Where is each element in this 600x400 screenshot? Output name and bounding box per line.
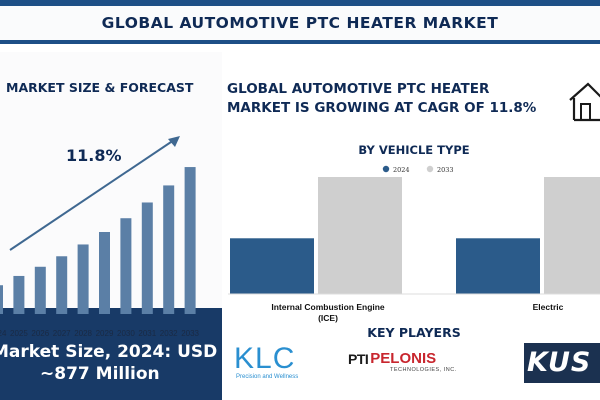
title-banner: GLOBAL AUTOMOTIVE PTC HEATER MARKET xyxy=(0,0,600,44)
forecast-tick-2030: 2030 xyxy=(117,329,135,338)
pelonis-logo: PTI PELONIS TECHNOLOGIES, INC. xyxy=(348,350,457,373)
forecast-bar-2033 xyxy=(184,167,196,314)
growth-rate-label: 11.8% xyxy=(66,146,122,165)
forecast-tick-2032: 2032 xyxy=(160,329,178,338)
forecast-tick-2033: 2033 xyxy=(181,329,199,338)
forecast-tick-2025: 2025 xyxy=(10,329,28,338)
key-players-title: KEY PLAYERS xyxy=(367,325,461,340)
trend-arrow-icon xyxy=(9,139,175,251)
cagr-headline: GLOBAL AUTOMOTIVE PTC HEATER MARKET IS G… xyxy=(227,80,567,118)
forecast-tick-2028: 2028 xyxy=(74,329,92,338)
pti-logo-prefix: PTI xyxy=(348,350,369,367)
forecast-bar-2025 xyxy=(13,275,25,314)
house-icon xyxy=(569,82,600,122)
vehicle-bar-ice-2024 xyxy=(230,238,314,294)
pelonis-logo-name: PELONIS xyxy=(370,350,437,367)
klc-logo-name: KLC xyxy=(234,342,296,375)
cagr-headline-line-1: GLOBAL AUTOMOTIVE PTC HEATER xyxy=(227,81,490,97)
page-title: GLOBAL AUTOMOTIVE PTC HEATER MARKET xyxy=(101,14,499,32)
forecast-tick-2026: 2026 xyxy=(31,329,49,338)
forecast-bar-2024 xyxy=(0,285,3,314)
forecast-bar-2028 xyxy=(77,244,89,314)
kus-logo: KUS xyxy=(524,343,600,383)
klc-logo-tagline: Precision and Wellness xyxy=(236,374,299,380)
forecast-tick-2029: 2029 xyxy=(96,329,114,338)
market-size-line-2: ~877 Million xyxy=(40,364,160,384)
title-accent-bar xyxy=(0,0,600,6)
forecast-tick-2024: 2024 xyxy=(0,329,7,338)
vehicle-category-ice-abbrev: (ICE) xyxy=(318,313,338,323)
trend-arrowhead-icon xyxy=(168,136,180,147)
legend-label-2033: 2033 xyxy=(437,166,454,174)
vehicle-category-ice: Internal Combustion Engine xyxy=(271,302,385,312)
pelonis-logo-tagline: TECHNOLOGIES, INC. xyxy=(390,367,457,373)
forecast-bar-2032 xyxy=(163,185,175,314)
legend-marker-2024 xyxy=(382,165,390,173)
forecast-bar-2026 xyxy=(34,266,46,314)
vehicle-category-electric: Electric xyxy=(533,302,564,312)
forecast-bar-2027 xyxy=(56,256,68,314)
forecast-bar-2030 xyxy=(120,218,132,314)
market-size-line-1: Market Size, 2024: USD xyxy=(0,342,218,362)
vehicle-bar-ice-2033 xyxy=(318,177,402,294)
vehicle-bar-electric-2033 xyxy=(544,177,600,294)
klc-logo: KLC Precision and Wellness xyxy=(234,342,299,381)
forecast-bar-2029 xyxy=(99,232,110,314)
forecast-tick-2031: 2031 xyxy=(138,329,156,338)
forecast-tick-2027: 2027 xyxy=(53,329,71,338)
cagr-headline-line-2: MARKET IS GROWING AT CAGR OF 11.8% xyxy=(227,100,537,116)
forecast-bar-2031 xyxy=(141,202,153,314)
vehicle-chart-title: BY VEHICLE TYPE xyxy=(358,143,469,157)
vehicle-type-chart: BY VEHICLE TYPE 2024 2033 Internal Combusti… xyxy=(228,143,600,323)
legend-marker-2033 xyxy=(426,165,434,173)
forecast-section-title: MARKET SIZE & FORECAST xyxy=(6,80,194,95)
legend-label-2024: 2024 xyxy=(393,166,410,174)
vehicle-bar-electric-2024 xyxy=(456,238,540,294)
